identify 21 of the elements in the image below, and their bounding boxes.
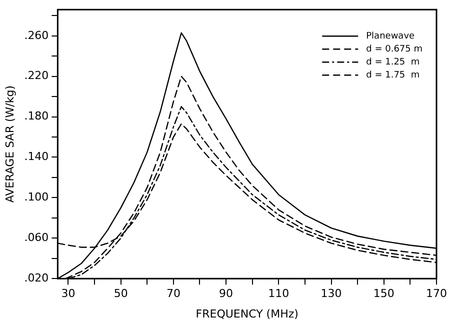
legend-label: d = 1.75 m: [366, 70, 420, 80]
y-tick-label: .140: [24, 150, 49, 164]
x-tick-label: 130: [320, 287, 342, 300]
legend-label: Planewave: [366, 31, 416, 42]
y-tick-label: .180: [24, 110, 49, 123]
y-axis-title: AVERAGE SAR (W/kg): [3, 86, 16, 203]
x-tick-label: 90: [219, 287, 234, 300]
y-tick-label: .020: [24, 271, 49, 284]
y-tick-label: .100: [24, 190, 49, 204]
x-tick-label: 30: [61, 287, 76, 300]
y-tick-label: .060: [24, 231, 49, 244]
y-tick-label: .260: [24, 28, 49, 42]
x-tick-label: 110: [268, 287, 290, 300]
x-axis-title: FREQUENCY (MHz): [196, 307, 298, 320]
y-tick-label: .220: [24, 69, 49, 82]
legend-label: d = 0.675 m: [366, 44, 423, 54]
x-tick-label: 150: [373, 287, 394, 300]
legend-label: d = 1.25 m: [366, 57, 420, 68]
x-tick-label: 170: [426, 287, 447, 300]
x-tick-label: 50: [114, 287, 128, 300]
x-tick-label: 70: [166, 287, 180, 300]
